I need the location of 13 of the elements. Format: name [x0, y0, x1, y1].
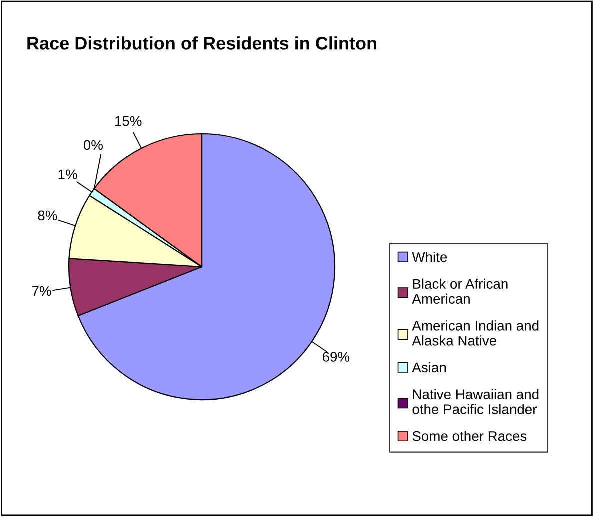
data-label: 7% [32, 286, 52, 296]
chart-title: Race Distribution of Residents in Clinton [28, 36, 376, 50]
legend-label: Asian [412, 362, 446, 373]
legend-label: Black or African American [412, 278, 508, 304]
data-label: 8% [38, 210, 58, 221]
text: 0% [84, 140, 103, 150]
data-label: 1% [58, 170, 78, 180]
data-label: 69% [323, 352, 350, 362]
legend-label: American Indian and Alaska Native [412, 320, 539, 346]
legend-label: Native Hawaiian and othe Pacific Islander [412, 389, 539, 414]
data-label: 15% [115, 116, 142, 126]
legend-label: Some other Races [412, 431, 527, 442]
legend-label: White [412, 252, 448, 262]
